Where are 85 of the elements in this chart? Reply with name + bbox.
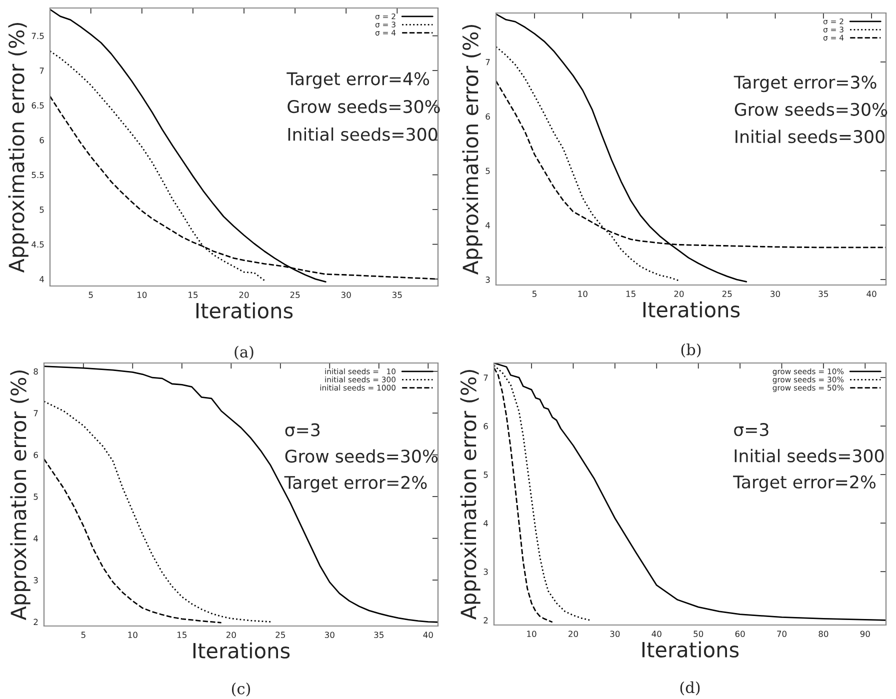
y-tick-label: 8 [34,368,38,375]
y-tick-label: 6 [40,137,44,144]
y-tick-label: 3 [486,276,490,283]
x-tick-label: 30 [341,292,351,298]
x-tick-label: 10 [138,292,147,298]
text: (d) [680,681,700,696]
x-tick-label: 35 [818,290,828,298]
annotation: Grow seeds=30% [734,102,888,116]
x-axis-title: Iterations [196,302,293,319]
x-tick-label: 60 [735,630,745,638]
x-tick-label: 40 [423,632,433,638]
y-tick-label: 7 [486,59,490,66]
y-tick-label: 3 [484,568,488,575]
y-tick-label: 6 [484,423,488,430]
x-tick-label: 5 [81,632,86,638]
y-tick-label: 5 [34,494,38,500]
x-tick-label: 25 [276,632,285,638]
x-tick-label: 80 [818,630,828,638]
annotation: Grow seeds=30% [288,100,440,114]
y-axis-title: Approximation error (%) [460,370,480,620]
x-tick-label: 15 [188,292,198,298]
x-tick-label: 10 [527,630,536,638]
y-tick-label: 2 [484,617,488,624]
y-axis-title: Approximation error (%) [462,24,482,275]
text: (b) [681,343,701,358]
y-tick-label: 6 [34,452,38,458]
y-tick-label: 6.5 [32,102,44,109]
y-tick-label: 7 [34,410,38,416]
y-tick-label: 4 [484,520,488,526]
x-axis-title: Iterations [643,301,740,318]
y-tick-label: 5.5 [32,172,44,178]
annotation: Target error=2% [733,475,876,492]
x-tick-label: 30 [610,630,620,638]
x-tick-label: 10 [578,290,588,298]
x-tick-label: 15 [178,632,186,638]
y-tick-label: 3 [34,577,38,584]
x-tick-label: 25 [722,290,732,298]
x-tick-label: 20 [568,630,578,638]
x-tick-label: 30 [324,632,334,638]
line-series [44,400,272,623]
annotation: Initial seeds=300 [736,130,884,144]
y-tick-label: 4 [40,276,44,282]
y-tick-label: 4 [34,535,38,542]
annotation: Target error=2% [284,476,427,492]
x-tick-label: 40 [866,290,876,298]
x-tick-label: 50 [694,630,704,638]
y-tick-label: 2 [34,618,38,625]
y-tick-label: 7.5 [32,32,44,40]
line-series [44,458,222,624]
x-tick-label: 90 [860,630,870,638]
text: (a) [234,346,254,360]
y-tick-label: 7 [40,68,44,74]
x-tick-label: 40 [652,630,662,638]
y-tick-label: 7 [484,374,488,381]
y-axis-title: Approximation error (%) [10,370,30,620]
x-axis-title: Iterations [642,641,739,658]
annotation: Initial seeds=300 [288,127,438,141]
annotation: Grow seeds=30% [285,449,438,463]
annotation: Target error=4% [286,72,430,89]
x-tick-label: 20 [674,290,684,298]
x-axis-title: Iterations [193,642,290,659]
x-tick-label: 35 [374,632,384,638]
y-tick-label: 6 [486,113,490,120]
y-tick-label: 5 [486,168,490,174]
x-tick-label: 30 [770,290,780,298]
x-tick-label: 10 [128,632,138,638]
x-tick-label: 20 [226,632,236,638]
annotation: Target error=3% [734,76,876,92]
y-axis-title: Approximation error (%) [8,22,28,273]
y-tick-label: 4.5 [32,241,44,248]
y-tick-label: 5 [484,472,488,478]
annotation: σ=3 [734,423,768,436]
annotation: σ=3 [285,423,320,436]
annotation: Initial seeds=300 [734,448,884,462]
y-tick-label: 4 [486,222,490,228]
x-tick-label: 35 [392,292,402,298]
text: (c) [232,682,250,697]
x-tick-label: 70 [777,630,786,638]
x-tick-label: 25 [290,292,300,298]
y-tick-label: 5 [40,206,44,213]
x-tick-label: 5 [532,290,536,298]
x-tick-label: 15 [626,290,636,298]
x-tick-label: 20 [239,292,249,298]
line-series [44,366,438,623]
x-tick-label: 5 [88,292,93,298]
